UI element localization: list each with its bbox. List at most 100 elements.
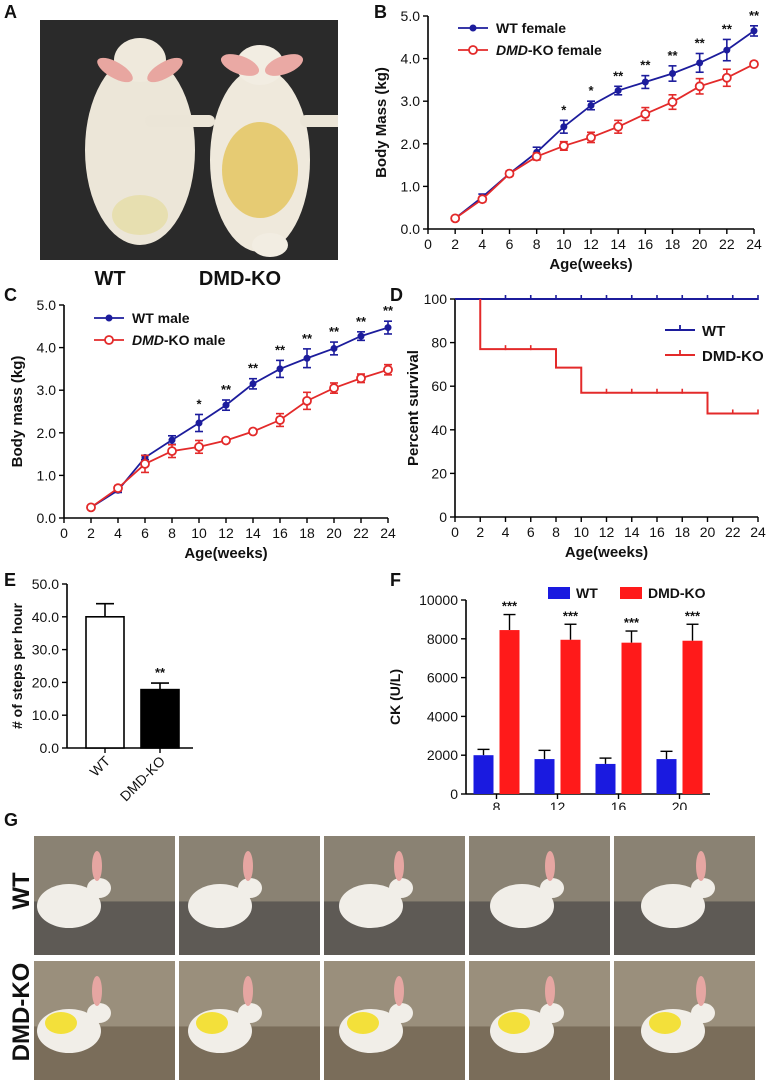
y-axis-title: Body mass (kg): [9, 356, 26, 468]
bar-wt: [85, 615, 125, 749]
data-point: [504, 168, 515, 179]
y-tick-label: 80: [431, 335, 447, 351]
data-point: [723, 46, 731, 54]
data-point: [194, 441, 204, 452]
rabbit-ear: [243, 851, 253, 881]
significance-mark: ***: [685, 608, 701, 623]
x-tick-label: 20: [700, 524, 716, 540]
panel-letter-f: F: [390, 570, 401, 590]
data-point: [477, 194, 488, 205]
x-tick-label: 18: [674, 524, 690, 540]
data-point: [248, 426, 258, 437]
significance-mark: **: [356, 314, 367, 329]
significance-mark: *: [561, 102, 567, 117]
y-tick-label: 5.0: [401, 8, 421, 24]
x-tick-label: 18: [299, 525, 315, 541]
chart-d-survival: 0 2 4 6 8 10 12 14 16 18 20 22 24020406080100Age(wee…: [405, 291, 766, 561]
x-tick-label: 10: [556, 236, 572, 252]
data-point: [356, 373, 366, 384]
y-axis-title: CK (U/L): [387, 669, 403, 725]
x-tick-label: 6: [506, 236, 514, 252]
bar-wt: [656, 759, 677, 794]
data-point: [560, 123, 568, 131]
data-point: [749, 59, 759, 70]
data-point: [276, 365, 284, 373]
y-tick-label: 0: [450, 786, 458, 802]
rabbit-head: [389, 878, 413, 898]
data-point: [667, 97, 678, 107]
legend-swatch: [548, 587, 570, 599]
x-tick-label: 4: [478, 236, 486, 252]
x-tick-label: 22: [353, 525, 369, 541]
x-tick-label: 20: [692, 236, 708, 252]
x-axis-title: Age(weeks): [184, 545, 267, 562]
legend-swatch-marker: [469, 24, 477, 32]
x-tick-label: 2: [476, 524, 484, 540]
photo-rabbits-dorsal: [40, 20, 338, 260]
x-tick-label: 20: [672, 799, 688, 810]
data-point: [302, 395, 312, 406]
rabbit-head: [540, 1003, 564, 1023]
x-tick-label: 14: [245, 525, 261, 541]
data-point: [303, 354, 311, 362]
data-point: [221, 435, 231, 446]
x-axis-title: Age(weeks): [549, 256, 632, 273]
legend-label: WT: [702, 323, 725, 340]
x-tick-label: WT: [86, 752, 113, 779]
rabbit-head: [691, 1003, 715, 1023]
data-point: [694, 81, 705, 92]
y-tick-label: 0.0: [37, 510, 57, 526]
rabbit-head: [87, 878, 111, 898]
significance-mark: *: [588, 83, 594, 98]
y-tick-label: 8000: [427, 631, 458, 647]
x-tick-label: 8: [493, 799, 501, 810]
data-point: [613, 121, 624, 132]
significance-mark: **: [667, 48, 678, 63]
bar-dmd-ko: [499, 630, 520, 794]
significance-mark: **: [383, 303, 394, 318]
x-tick-label: 6: [141, 525, 149, 541]
bar-dmd-ko: [560, 639, 581, 794]
x-tick-label: 8: [533, 236, 541, 252]
x-tick-label: 16: [272, 525, 288, 541]
significance-mark: ***: [624, 615, 640, 630]
rabbit-yellow-patch: [649, 1012, 681, 1034]
significance-mark: ***: [563, 608, 579, 623]
y-tick-label: 0: [439, 509, 447, 525]
y-tick-label: 4.0: [37, 340, 57, 356]
y-tick-label: 10000: [419, 592, 458, 608]
data-point: [329, 383, 339, 393]
x-tick-label: 22: [719, 236, 735, 252]
x-tick-label: 14: [610, 236, 626, 252]
legend-swatch-marker: [104, 335, 114, 345]
photo-rabbits-illustration: [40, 20, 338, 260]
legend-label: WT female: [496, 20, 566, 36]
y-axis-title: # of steps per hour: [9, 602, 25, 729]
data-point: [330, 344, 338, 352]
row-label-dmd-ko: DMD-KO: [8, 962, 35, 1062]
x-tick-label: 16: [649, 524, 665, 540]
bar-wt: [534, 759, 555, 794]
y-tick-label: 0.0: [401, 221, 421, 237]
y-tick-label: 1.0: [401, 178, 421, 194]
x-tick-label: 0: [424, 236, 432, 252]
rabbit-head: [238, 878, 262, 898]
rabbit-head: [238, 1003, 262, 1023]
data-point: [614, 87, 622, 95]
x-tick-label: DMD-KO: [117, 753, 169, 805]
data-point: [275, 415, 285, 425]
series-line-dmd-ko: [454, 63, 755, 220]
rabbit-ear: [394, 851, 404, 881]
data-point: [721, 72, 732, 83]
y-tick-label: 50.0: [32, 576, 59, 592]
data-point: [450, 213, 461, 224]
x-tick-label: 16: [611, 799, 627, 810]
y-tick-label: 30.0: [32, 642, 59, 658]
x-tick-label: 18: [665, 236, 681, 252]
x-tick-label: 8: [552, 524, 560, 540]
bar-wt: [473, 755, 494, 794]
rabbit-yellow-patch: [196, 1012, 228, 1034]
x-tick-label: 0: [60, 525, 68, 541]
significance-mark: ***: [502, 599, 518, 614]
